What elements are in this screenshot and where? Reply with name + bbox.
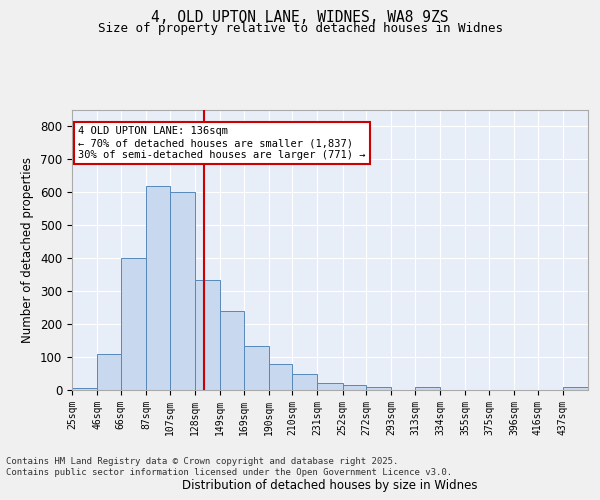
Bar — [146, 186, 170, 390]
Bar — [244, 346, 269, 390]
Bar — [170, 192, 195, 390]
X-axis label: Distribution of detached houses by size in Widnes: Distribution of detached houses by size … — [182, 480, 478, 492]
Bar — [220, 311, 244, 390]
Text: 4 OLD UPTON LANE: 136sqm
← 70% of detached houses are smaller (1,837)
30% of sem: 4 OLD UPTON LANE: 136sqm ← 70% of detach… — [78, 126, 365, 160]
Text: Contains HM Land Registry data © Crown copyright and database right 2025.
Contai: Contains HM Land Registry data © Crown c… — [6, 458, 452, 477]
Bar — [195, 280, 220, 390]
Text: Size of property relative to detached houses in Widnes: Size of property relative to detached ho… — [97, 22, 503, 35]
Bar — [269, 364, 292, 390]
Bar — [292, 374, 317, 390]
Bar — [317, 384, 343, 390]
Bar — [367, 388, 391, 390]
Text: 4, OLD UPTON LANE, WIDNES, WA8 9ZS: 4, OLD UPTON LANE, WIDNES, WA8 9ZS — [151, 10, 449, 25]
Bar — [415, 388, 440, 390]
Bar — [563, 388, 588, 390]
Bar — [121, 258, 146, 390]
Bar — [97, 354, 121, 390]
Y-axis label: Number of detached properties: Number of detached properties — [22, 157, 34, 343]
Bar — [72, 388, 97, 390]
Bar — [343, 385, 367, 390]
